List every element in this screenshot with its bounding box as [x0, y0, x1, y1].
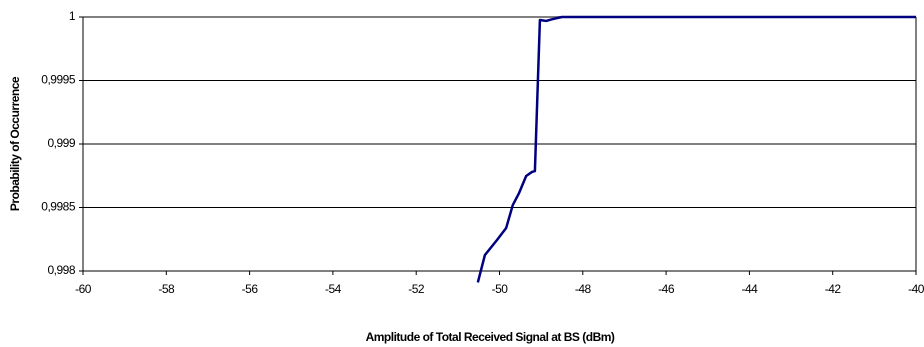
y-tick-label: 0,998	[47, 263, 75, 277]
x-tick-label: -58	[158, 282, 175, 296]
x-tick-label: -40	[908, 282, 924, 296]
y-tick-label: 0,9985	[41, 200, 76, 214]
y-tick-label: 0,9995	[41, 73, 76, 87]
x-tick-label: -54	[325, 282, 342, 296]
x-tick-label: -44	[741, 282, 758, 296]
y-tick-label: 0,999	[47, 136, 75, 150]
y-axis-title: Probability of Occurrence	[8, 76, 22, 211]
x-tick-label: -52	[408, 282, 425, 296]
x-tick-label: -42	[825, 282, 842, 296]
x-tick-label: -50	[492, 282, 509, 296]
series-line	[476, 15, 916, 283]
y-tick-label: 1	[69, 9, 76, 23]
x-tick-label: -48	[575, 282, 592, 296]
x-tick-label: -60	[75, 282, 92, 296]
x-tick-label: -46	[658, 282, 675, 296]
x-tick-label: -56	[242, 282, 259, 296]
x-axis-title: Amplitude of Total Received Signal at BS…	[366, 330, 615, 344]
